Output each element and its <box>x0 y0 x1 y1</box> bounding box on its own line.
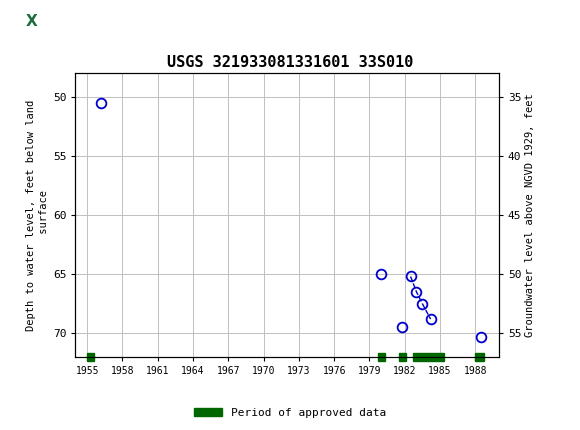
FancyBboxPatch shape <box>6 3 64 41</box>
Bar <box>475 353 484 361</box>
Text: USGS: USGS <box>81 12 136 31</box>
Bar <box>378 353 385 361</box>
Text: USGS 321933081331601 33S010: USGS 321933081331601 33S010 <box>167 55 413 70</box>
Bar <box>413 353 444 361</box>
Y-axis label: Groundwater level above NGVD 1929, feet: Groundwater level above NGVD 1929, feet <box>525 93 535 337</box>
Y-axis label: Depth to water level, feet below land
 surface: Depth to water level, feet below land su… <box>26 99 49 331</box>
Text: X: X <box>26 14 38 29</box>
Legend: Period of approved data: Period of approved data <box>190 403 390 422</box>
Bar <box>399 353 406 361</box>
Bar <box>87 353 94 361</box>
